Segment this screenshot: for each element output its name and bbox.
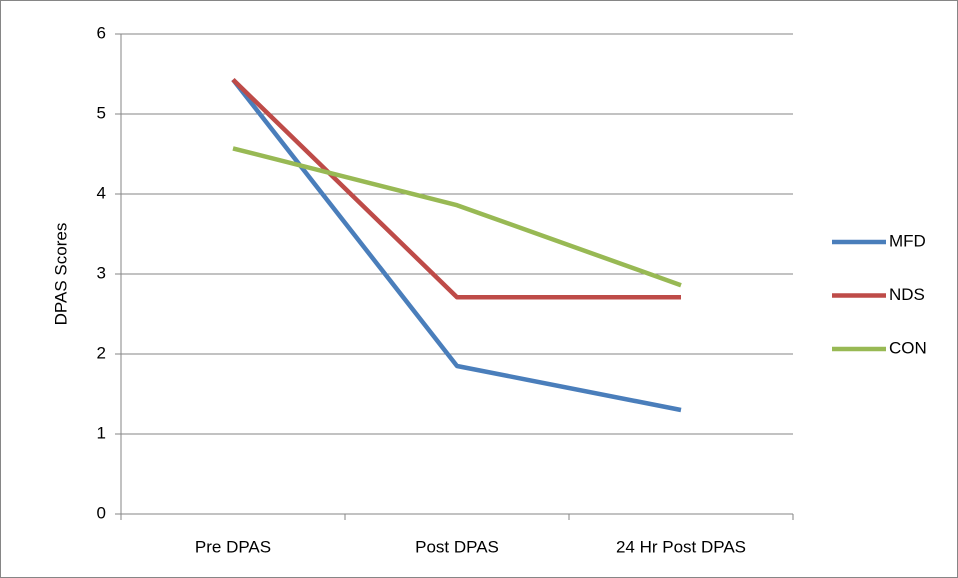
y-tick-label: 1 — [97, 423, 106, 442]
y-tick-label: 0 — [97, 503, 106, 522]
y-tick-label: 6 — [97, 23, 106, 42]
y-tick-label: 5 — [97, 103, 106, 122]
x-tick-label: Post DPAS — [415, 537, 499, 556]
data-line — [231, 78, 682, 413]
data-line — [231, 77, 681, 300]
y-tick-label: 2 — [97, 343, 106, 362]
legend-label: CON — [889, 338, 927, 357]
y-tick-label: 3 — [97, 263, 106, 282]
data-line — [232, 146, 682, 288]
y-tick-label: 4 — [97, 183, 106, 202]
x-tick-label: 24 Hr Post DPAS — [616, 537, 746, 556]
x-tick-label: Pre DPAS — [195, 537, 271, 556]
legend-label: MFD — [889, 231, 926, 250]
legend-label: NDS — [889, 285, 925, 304]
y-axis-label: DPAS Scores — [51, 223, 70, 326]
